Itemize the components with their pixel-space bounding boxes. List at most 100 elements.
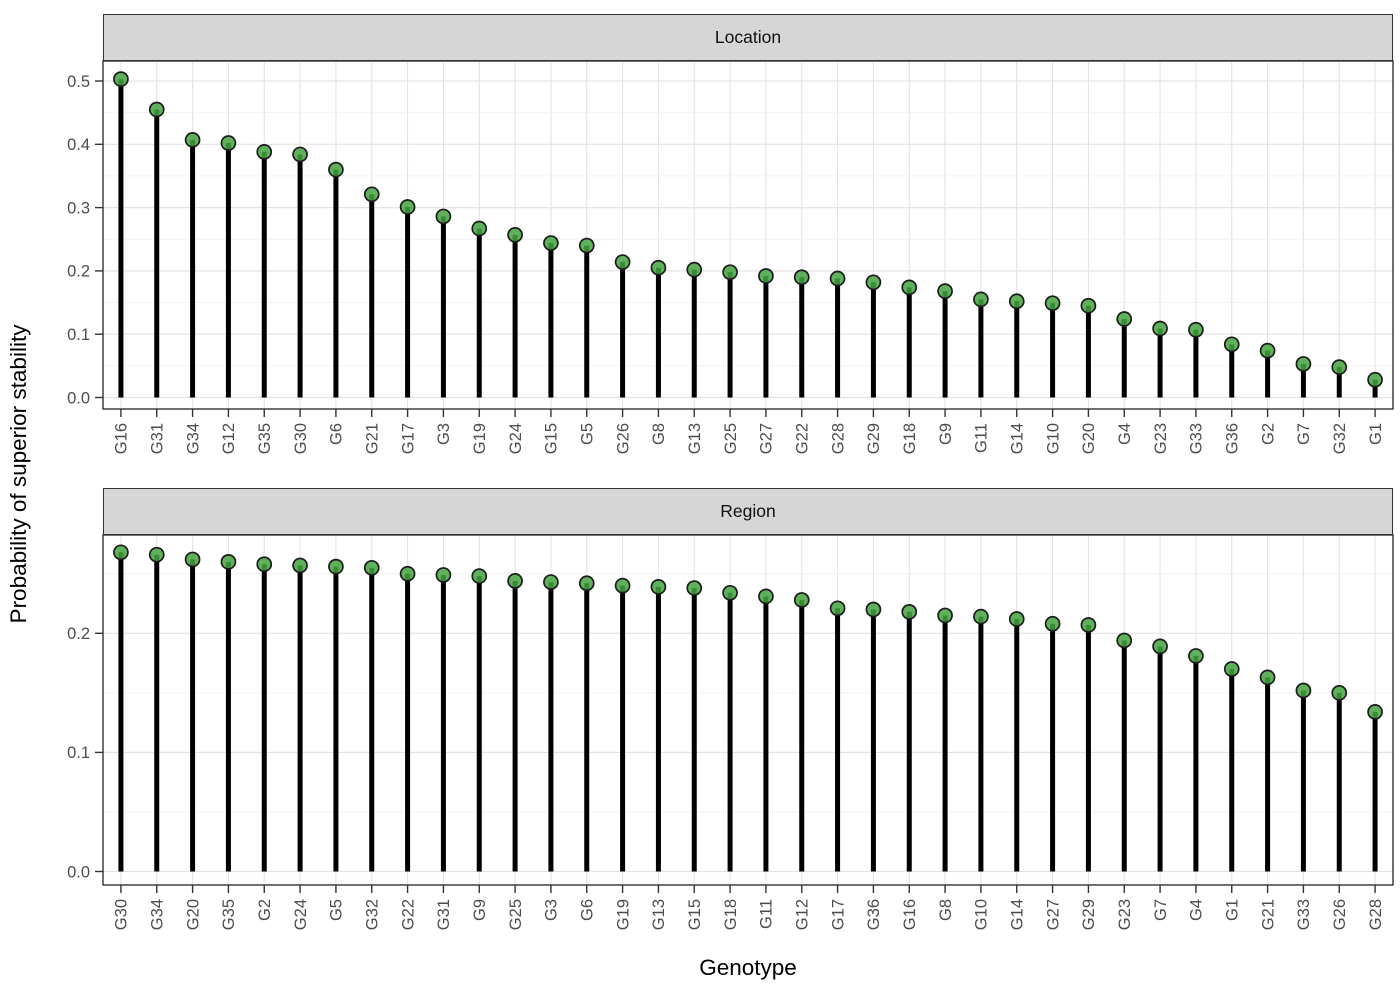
point	[1116, 311, 1133, 327]
x-tick-label: G9	[471, 899, 489, 921]
minor-gridlines	[103, 573, 1393, 813]
lollipop-G29	[865, 274, 882, 398]
x-tick-label: G3	[543, 899, 561, 921]
lollipop-G33	[1295, 682, 1312, 872]
lollipop-G10	[973, 608, 989, 872]
x-tick-label: G35	[256, 423, 274, 454]
y-tick-label: 0.1	[67, 326, 90, 344]
point	[1295, 682, 1312, 699]
point	[758, 588, 774, 605]
point	[722, 264, 738, 281]
lollipop-G26	[614, 254, 631, 398]
lollipop-G33	[1188, 321, 1204, 398]
x-tick-label: G3	[435, 423, 453, 445]
x-tick-label: G25	[722, 423, 740, 454]
lollipop-G4	[1188, 648, 1204, 872]
lollipop-G17	[829, 600, 846, 872]
point	[686, 261, 703, 278]
lollipops	[113, 71, 1383, 398]
point	[686, 580, 703, 596]
lollipop-G30	[113, 544, 129, 872]
point	[148, 546, 165, 563]
x-tick-label: G6	[328, 423, 346, 445]
lollipop-G2	[256, 556, 273, 872]
point	[1188, 321, 1204, 338]
lollipop-G1	[1367, 371, 1383, 398]
point	[363, 559, 380, 576]
lollipop-G19	[614, 577, 631, 872]
point	[1331, 359, 1348, 375]
point	[829, 600, 846, 617]
panel-border	[102, 534, 1394, 886]
x-tick-label: G29	[1080, 899, 1098, 930]
point	[435, 567, 452, 583]
point	[256, 556, 273, 573]
point	[901, 604, 918, 620]
lollipop-G31	[148, 101, 165, 398]
lollipop-G12	[793, 592, 810, 872]
x-tick-label: G12	[794, 899, 812, 930]
lollipop-G21	[1259, 669, 1276, 872]
point	[1116, 632, 1133, 649]
lollipop-G35	[220, 553, 237, 872]
point	[471, 220, 488, 237]
x-tick-label: G19	[471, 423, 489, 454]
panel-background	[103, 61, 1393, 409]
x-tick-label: G16	[113, 423, 131, 454]
lollipop-G29	[1080, 617, 1097, 872]
lollipop-G26	[1331, 684, 1348, 872]
panel-background	[103, 535, 1393, 885]
lollipop-G7	[1295, 356, 1312, 398]
point	[184, 551, 201, 568]
point	[973, 291, 989, 308]
lollipop-G6	[328, 161, 344, 398]
point	[758, 268, 774, 284]
point	[937, 283, 953, 300]
major-gridlines	[103, 80, 1393, 399]
x-tick-label: G26	[614, 423, 632, 454]
point	[1295, 356, 1312, 372]
point	[328, 558, 344, 575]
x-tick-label: G20	[1080, 423, 1098, 454]
x-tick-label: G25	[507, 899, 525, 930]
point	[1008, 611, 1025, 627]
point	[184, 132, 201, 148]
lollipop-G30	[292, 146, 308, 398]
point	[614, 254, 631, 270]
lollipop-G2	[1259, 342, 1276, 398]
lollipop-G8	[937, 607, 953, 872]
lollipop-G12	[220, 135, 237, 398]
point	[471, 568, 488, 584]
x-tick-label: G33	[1188, 423, 1206, 454]
x-tick-label: G24	[507, 423, 525, 454]
lollipop-G20	[1080, 297, 1097, 398]
x-tick-label: G1	[1224, 899, 1242, 921]
point	[1259, 342, 1276, 359]
point	[650, 259, 667, 276]
lollipop-G28	[829, 270, 846, 398]
lollipop-G11	[758, 588, 774, 872]
point	[937, 607, 953, 624]
point	[507, 573, 523, 589]
x-tick-label: G17	[829, 899, 847, 930]
y-tick-label: 0.0	[67, 389, 90, 407]
lollipop-G36	[865, 601, 882, 872]
x-tick-label: G4	[1188, 899, 1206, 921]
x-tick-label: G16	[901, 899, 919, 930]
x-tick-label: G32	[364, 899, 382, 930]
x-tick-label: G20	[184, 899, 202, 930]
point	[543, 235, 559, 251]
point	[1152, 320, 1168, 337]
lollipop-G6	[578, 575, 595, 872]
point	[1331, 684, 1348, 701]
y-axis: 0.0 0.1 0.2 0.3 0.4 0.5	[67, 73, 103, 407]
point	[722, 584, 738, 601]
lollipop-G22	[399, 565, 416, 872]
x-tick-label: G28	[829, 423, 847, 454]
x-axis: G16 G31 G34 G12 G35 G30 G6 G21 G17 G3 G19 G24 G15 G5 G…	[113, 409, 1385, 454]
point	[1223, 336, 1240, 353]
lollipop-G15	[543, 235, 559, 398]
lollipop-G32	[1331, 359, 1348, 398]
lollipop-G15	[686, 580, 703, 872]
